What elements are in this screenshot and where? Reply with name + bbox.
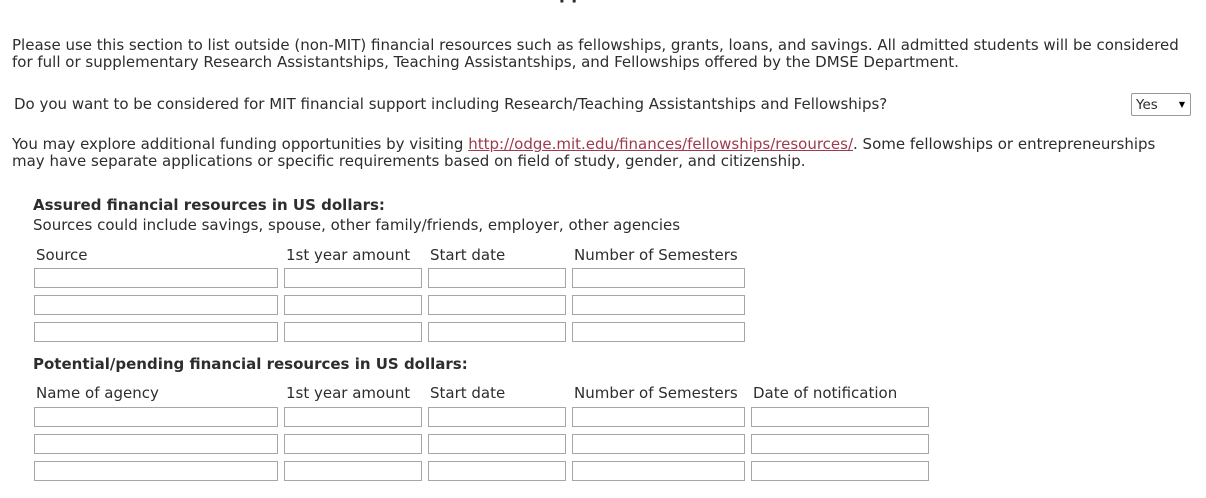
potential-header-number-of-semesters: Number of Semesters [574, 384, 738, 402]
potential-row3-date-of-notification-input[interactable] [751, 461, 929, 481]
funding-note: You may explore additional funding oppor… [12, 136, 1162, 169]
potential-row2-date-of-notification-input[interactable] [751, 434, 929, 454]
assured-row2-first-year-amount-input[interactable] [284, 295, 422, 315]
assured-header-start-date: Start date [430, 246, 506, 264]
potential-header-first-year-amount: 1st year amount [286, 384, 411, 402]
assured-section-heading: Assured financial resources in US dollar… [33, 196, 385, 214]
assured-row2-number-of-semesters-input[interactable] [572, 295, 745, 315]
assured-section-subtitle: Sources could include savings, spouse, o… [33, 216, 681, 234]
intro-paragraph: Please use this section to list outside … [12, 36, 1179, 71]
potential-row1-first-year-amount-input[interactable] [284, 407, 422, 427]
potential-row2-number-of-semesters-input[interactable] [572, 434, 745, 454]
fellowship-resources-link[interactable]: http://odge.mit.edu/finances/fellowships… [468, 135, 854, 153]
potential-header-date-of-notification: Date of notification [753, 384, 898, 402]
assured-header-first-year-amount: 1st year amount [286, 246, 411, 264]
potential-header-start-date: Start date [430, 384, 506, 402]
assured-row1-first-year-amount-input[interactable] [284, 268, 422, 288]
potential-row1-number-of-semesters-input[interactable] [572, 407, 745, 427]
assured-row2-source-input[interactable] [34, 295, 278, 315]
funding-note-text-before: You may explore additional funding oppor… [12, 135, 469, 153]
potential-row2-start-date-input[interactable] [428, 434, 566, 454]
potential-row3-number-of-semesters-input[interactable] [572, 461, 745, 481]
potential-header-name-of-agency: Name of agency [36, 384, 159, 402]
assured-row1-source-input[interactable] [34, 268, 278, 288]
potential-row3-start-date-input[interactable] [428, 461, 566, 481]
potential-column-headers: Name of agency 1st year amount Start dat… [34, 384, 929, 402]
assured-table [34, 268, 745, 342]
potential-row1-name-of-agency-input[interactable] [34, 407, 278, 427]
select-value: Yes [1136, 96, 1158, 113]
financial-support-select[interactable]: Yes ▼ [1131, 93, 1191, 116]
dropdown-arrow-icon: ▼ [1178, 99, 1185, 109]
assured-row3-start-date-input[interactable] [428, 322, 566, 342]
potential-table [34, 407, 929, 481]
funding-note-text-after: . Some fellowships or entrepreneurships … [12, 135, 1156, 170]
assured-row1-number-of-semesters-input[interactable] [572, 268, 745, 288]
potential-row2-name-of-agency-input[interactable] [34, 434, 278, 454]
potential-row1-date-of-notification-input[interactable] [751, 407, 929, 427]
page-title: Financial Support [387, 0, 667, 4]
assured-row3-first-year-amount-input[interactable] [284, 322, 422, 342]
assured-row1-start-date-input[interactable] [428, 268, 566, 288]
potential-row3-first-year-amount-input[interactable] [284, 461, 422, 481]
assured-row2-start-date-input[interactable] [428, 295, 566, 315]
assured-row3-source-input[interactable] [34, 322, 278, 342]
assured-row3-number-of-semesters-input[interactable] [572, 322, 745, 342]
potential-row2-first-year-amount-input[interactable] [284, 434, 422, 454]
financial-support-question: Do you want to be considered for MIT fin… [14, 95, 888, 113]
assured-header-number-of-semesters: Number of Semesters [574, 246, 738, 264]
potential-row1-start-date-input[interactable] [428, 407, 566, 427]
potential-section-heading: Potential/pending financial resources in… [33, 355, 468, 373]
assured-column-headers: Source 1st year amount Start date Number… [34, 246, 745, 264]
assured-header-source: Source [36, 246, 88, 264]
potential-row3-name-of-agency-input[interactable] [34, 461, 278, 481]
